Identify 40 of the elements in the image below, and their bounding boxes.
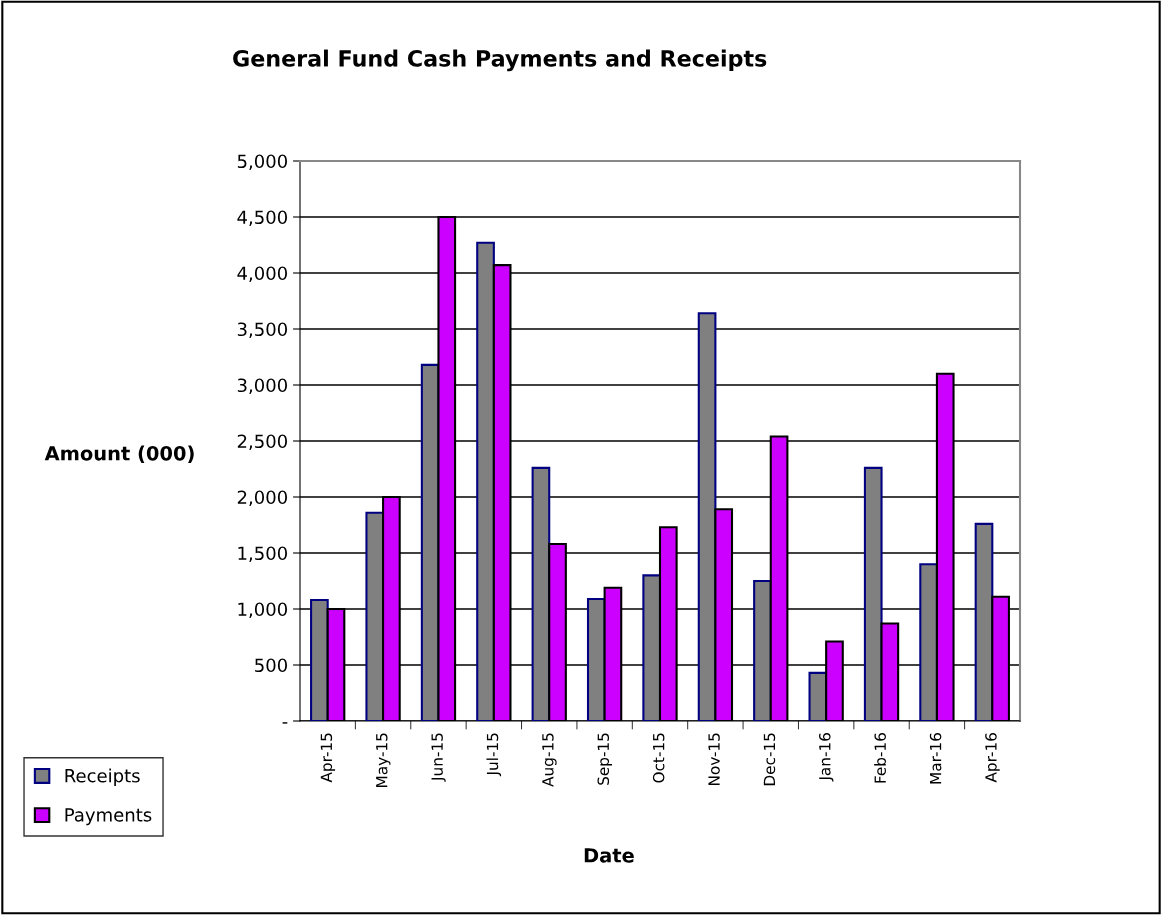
y-tick-label: 3,000 [237, 378, 287, 394]
x-tick-label: Jul-15 [486, 733, 502, 777]
bar [365, 511, 385, 721]
y-tick-label: 2,500 [237, 434, 287, 450]
bar [753, 579, 772, 721]
y-tick-label: 500 [255, 658, 287, 673]
x-tick-label: Dec-15 [763, 733, 776, 786]
y-tick-label: 2,000 [237, 490, 287, 506]
x-tick-label: Feb-16 [874, 733, 886, 783]
y-tick-label: 1,000 [238, 602, 287, 618]
bar [974, 522, 994, 721]
chart-title: General Fund Cash Payments and Receipts [233, 49, 767, 72]
x-tick-label: Mar-16 [929, 733, 942, 784]
y-tick-label: 1,500 [238, 546, 287, 562]
bar [642, 574, 662, 721]
bar [476, 241, 495, 721]
bar [919, 563, 938, 721]
x-tick-label: May-15 [376, 733, 391, 787]
x-tick-label: Nov-15 [708, 733, 720, 785]
y-tick-label: 5,000 [237, 154, 287, 170]
bar [310, 599, 329, 721]
x-tick-label: Apr-15 [320, 733, 336, 783]
x-tick-label: Jun-15 [431, 733, 446, 782]
x-tick-label: Aug-15 [542, 733, 557, 787]
bar [863, 466, 883, 721]
x-tick-label: Jan-16 [819, 733, 834, 782]
y-axis-title: Amount (000) [44, 445, 194, 463]
legend-label: Receipts [65, 768, 140, 786]
legend-label: Payments [65, 808, 152, 826]
x-tick-label: Apr-16 [985, 733, 1000, 783]
y-tick-label: - [282, 722, 288, 724]
bar [697, 312, 717, 721]
bar [586, 597, 606, 721]
y-tick-label: 4,000 [237, 266, 287, 282]
bar [808, 671, 828, 721]
x-tick-label: Oct-15 [652, 733, 665, 783]
x-tick-label: Sep-15 [597, 733, 613, 785]
x-axis-title: Date [584, 848, 634, 863]
y-tick-label: 3,500 [237, 322, 287, 338]
y-tick-label: 4,500 [237, 210, 287, 226]
